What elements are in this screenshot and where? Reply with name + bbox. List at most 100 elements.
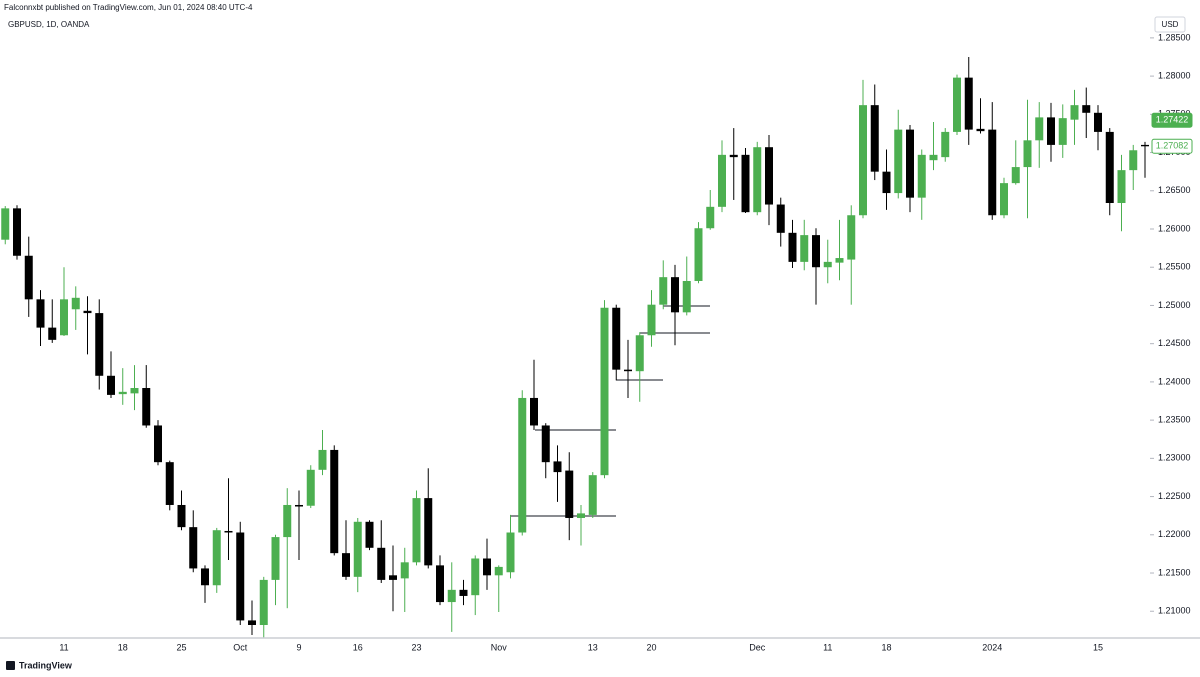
price-marker-label: 1.27422 bbox=[1156, 115, 1189, 125]
candle-body bbox=[976, 128, 985, 132]
candle-body bbox=[259, 579, 268, 626]
y-tick-label: 1.21000 bbox=[1158, 606, 1191, 616]
candle-body bbox=[201, 568, 209, 586]
published-note: Falconnxbt published on TradingView.com,… bbox=[4, 3, 253, 12]
candle-body bbox=[1023, 140, 1032, 168]
candle-body bbox=[1058, 118, 1067, 145]
candle-body bbox=[13, 208, 21, 256]
candle-body bbox=[154, 425, 162, 463]
candle-body bbox=[271, 537, 280, 580]
candle-body bbox=[224, 530, 233, 533]
candle-body bbox=[142, 388, 151, 426]
candle-body bbox=[236, 532, 245, 621]
candle-body bbox=[612, 307, 621, 370]
x-tick-label: 18 bbox=[118, 642, 128, 652]
candle-body bbox=[483, 558, 491, 576]
candle-body bbox=[1035, 117, 1044, 141]
candle-body bbox=[212, 530, 221, 586]
candle-body bbox=[530, 397, 538, 426]
candle-body bbox=[1011, 167, 1020, 184]
candle-body bbox=[318, 449, 327, 470]
candle-body bbox=[870, 105, 879, 172]
candle-body bbox=[436, 565, 444, 603]
y-tick-label: 1.24500 bbox=[1158, 338, 1191, 348]
x-tick-label: 11 bbox=[59, 642, 68, 652]
candle-body bbox=[659, 277, 668, 305]
candle-body bbox=[624, 369, 632, 372]
candle-body bbox=[506, 532, 515, 573]
x-tick-label: 15 bbox=[1093, 642, 1103, 652]
candle-body bbox=[1129, 150, 1138, 171]
candle-body bbox=[812, 235, 820, 268]
x-tick-label: 23 bbox=[411, 642, 421, 652]
candle-body bbox=[1141, 144, 1149, 147]
candle-body bbox=[847, 215, 856, 260]
candle-body bbox=[330, 449, 339, 554]
candle-body bbox=[941, 131, 950, 158]
y-tick-label: 1.26500 bbox=[1158, 185, 1191, 195]
candle-body bbox=[647, 304, 656, 336]
candle-body bbox=[107, 375, 115, 395]
candle-body bbox=[1094, 112, 1102, 132]
candle-body bbox=[1070, 105, 1079, 120]
candle-body bbox=[306, 469, 315, 506]
candle-body bbox=[600, 307, 609, 476]
candle-body bbox=[1, 208, 10, 240]
candle-body bbox=[917, 154, 926, 198]
candle-body bbox=[1105, 131, 1114, 204]
candle-body bbox=[177, 504, 186, 528]
y-tick-label: 1.22500 bbox=[1158, 491, 1191, 501]
candle-body bbox=[776, 204, 785, 233]
y-tick-label: 1.23000 bbox=[1158, 453, 1191, 463]
candle-body bbox=[729, 154, 738, 158]
price-marker bbox=[1151, 138, 1193, 154]
candle-body bbox=[1117, 170, 1126, 204]
candle-body bbox=[424, 498, 433, 566]
y-tick-label: 1.25000 bbox=[1158, 300, 1191, 310]
x-tick-label: Nov bbox=[491, 642, 508, 652]
y-tick-label: 1.24000 bbox=[1158, 376, 1191, 386]
logo: TradingView bbox=[6, 660, 73, 670]
candle-body bbox=[400, 562, 409, 579]
candle-body bbox=[835, 258, 844, 263]
candle-body bbox=[718, 154, 726, 207]
candle-body bbox=[553, 461, 562, 473]
candle-body bbox=[706, 206, 715, 229]
x-tick-label: 16 bbox=[353, 642, 363, 652]
candle-body bbox=[541, 425, 550, 463]
candle-body bbox=[189, 527, 198, 569]
y-tick-label: 1.25500 bbox=[1158, 262, 1191, 272]
y-tick-label: 1.22000 bbox=[1158, 529, 1191, 539]
x-tick-label: 11 bbox=[823, 642, 832, 652]
candle-body bbox=[753, 147, 762, 213]
candle-body bbox=[565, 470, 574, 518]
candle-body bbox=[671, 277, 679, 313]
candle-body bbox=[741, 154, 750, 213]
candle-body bbox=[118, 391, 127, 395]
candle-body bbox=[1000, 183, 1008, 216]
candle-body bbox=[588, 475, 597, 515]
candle-body bbox=[964, 77, 973, 130]
y-tick-label: 1.21500 bbox=[1158, 567, 1191, 577]
y-tick-label: 1.23500 bbox=[1158, 414, 1191, 424]
candle-body bbox=[494, 566, 503, 576]
candle-body bbox=[295, 504, 303, 507]
candle-body bbox=[83, 310, 92, 314]
candle-body bbox=[60, 299, 68, 336]
candle-body bbox=[365, 521, 374, 548]
price-marker bbox=[1151, 112, 1193, 128]
candle-body bbox=[882, 171, 891, 194]
candle-body bbox=[353, 521, 362, 577]
currency-box bbox=[1154, 16, 1186, 33]
price-marker-label: 1.27082 bbox=[1156, 141, 1189, 151]
x-tick-label: 2024 bbox=[982, 642, 1002, 652]
candle-body bbox=[988, 129, 997, 216]
candle-body bbox=[929, 154, 938, 161]
x-tick-label: Dec bbox=[749, 642, 766, 652]
candle-body bbox=[447, 589, 456, 603]
x-tick-label: 25 bbox=[176, 642, 186, 652]
candle-body bbox=[1082, 105, 1091, 113]
candle-body bbox=[894, 129, 903, 194]
candle-body bbox=[248, 620, 256, 626]
x-tick-label: 18 bbox=[881, 642, 891, 652]
